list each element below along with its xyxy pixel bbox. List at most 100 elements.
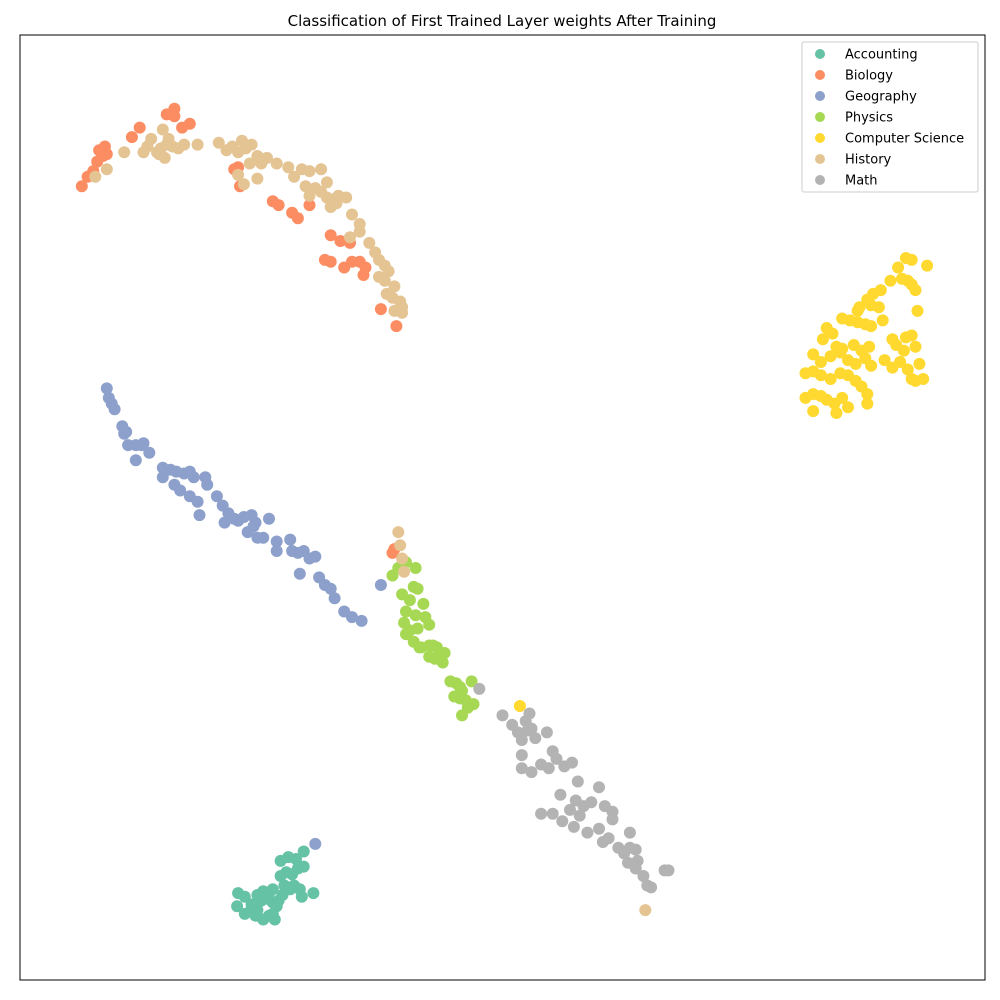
data-point — [892, 261, 905, 274]
data-point — [456, 709, 468, 722]
data-point — [623, 826, 636, 839]
data-point — [330, 197, 343, 210]
legend-label: History — [845, 153, 892, 168]
data-point — [834, 346, 847, 359]
data-point — [261, 151, 273, 164]
data-point — [193, 509, 206, 522]
legend-marker — [815, 133, 825, 143]
data-point — [251, 172, 264, 185]
data-point — [645, 881, 658, 894]
data-point — [133, 121, 146, 134]
data-point — [400, 628, 412, 641]
data-point — [556, 815, 569, 828]
data-point — [315, 163, 328, 176]
data-point — [571, 775, 584, 788]
data-point — [415, 641, 428, 654]
series-physics — [386, 556, 480, 722]
data-point — [523, 707, 536, 720]
data-point — [118, 146, 131, 159]
legend-label: Accounting — [845, 48, 918, 63]
data-point — [515, 762, 528, 775]
data-point — [141, 140, 154, 153]
data-point — [824, 350, 837, 363]
data-point — [357, 269, 370, 281]
data-point — [400, 605, 412, 618]
legend-marker — [815, 154, 825, 164]
data-point — [270, 545, 283, 557]
series-biology — [75, 102, 403, 559]
data-point — [865, 320, 878, 333]
legend-label: Biology — [845, 69, 893, 84]
data-point — [554, 788, 567, 801]
data-point — [849, 357, 862, 370]
data-point — [98, 140, 111, 153]
data-point — [299, 180, 312, 193]
legend-marker — [815, 175, 825, 185]
data-point — [585, 796, 598, 809]
data-point — [210, 490, 223, 503]
data-point — [396, 552, 409, 565]
legend-marker — [815, 91, 825, 101]
data-point — [921, 259, 934, 272]
data-point — [247, 520, 260, 533]
data-point — [237, 178, 250, 191]
data-point — [917, 373, 930, 385]
data-point — [270, 900, 283, 913]
data-point — [542, 762, 555, 775]
data-point — [374, 303, 387, 316]
points-layer — [75, 102, 934, 926]
data-point — [191, 138, 204, 151]
data-point — [398, 565, 411, 578]
data-point — [436, 656, 449, 669]
data-point — [129, 454, 142, 467]
data-point — [346, 611, 358, 624]
data-point — [521, 724, 534, 737]
data-point — [826, 327, 839, 340]
data-point — [814, 356, 827, 368]
data-point — [631, 854, 644, 867]
data-point — [394, 539, 407, 552]
data-point — [392, 526, 405, 539]
data-point — [328, 592, 341, 605]
legend-label: Physics — [845, 111, 893, 126]
data-point — [340, 191, 353, 204]
data-point — [629, 843, 642, 856]
data-point — [865, 359, 878, 372]
data-point — [263, 887, 275, 900]
data-point — [191, 495, 204, 508]
data-point — [637, 870, 650, 882]
data-point — [174, 484, 187, 497]
data-point — [515, 734, 528, 746]
data-point — [291, 212, 304, 225]
data-point — [156, 123, 169, 136]
data-point — [243, 157, 256, 170]
data-point — [878, 354, 891, 367]
legend-marker — [815, 112, 825, 122]
data-point — [409, 562, 422, 574]
data-point — [423, 618, 436, 631]
data-point — [863, 340, 876, 353]
data-point — [353, 225, 366, 238]
data-point — [363, 236, 376, 249]
data-point — [324, 255, 337, 268]
data-point — [423, 650, 436, 663]
data-point — [515, 749, 528, 762]
series-geography — [100, 382, 387, 850]
data-point — [378, 274, 391, 287]
plot-area-frame — [19, 34, 986, 981]
data-point — [830, 407, 843, 419]
legend-box — [801, 41, 979, 193]
data-point — [454, 681, 466, 693]
data-point — [496, 709, 509, 722]
data-point — [658, 864, 671, 877]
series-history — [89, 123, 652, 917]
data-point — [309, 837, 322, 850]
data-point — [137, 437, 150, 450]
data-point — [245, 138, 258, 151]
data-point — [411, 582, 424, 595]
data-point — [100, 382, 113, 395]
data-point — [606, 813, 619, 826]
data-point — [245, 898, 258, 911]
data-point — [295, 890, 308, 903]
